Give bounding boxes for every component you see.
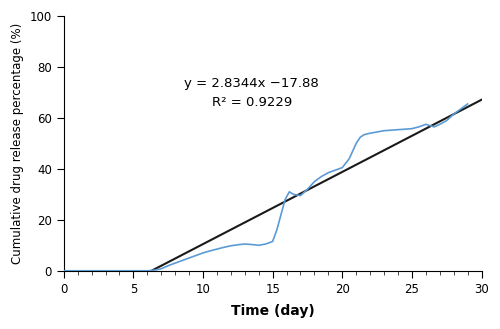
X-axis label: Time (day): Time (day): [230, 304, 314, 318]
Y-axis label: Cumulative drug release percentage (%): Cumulative drug release percentage (%): [11, 23, 24, 264]
Text: y = 2.8344x −17.88
R² = 0.9229: y = 2.8344x −17.88 R² = 0.9229: [184, 77, 319, 109]
